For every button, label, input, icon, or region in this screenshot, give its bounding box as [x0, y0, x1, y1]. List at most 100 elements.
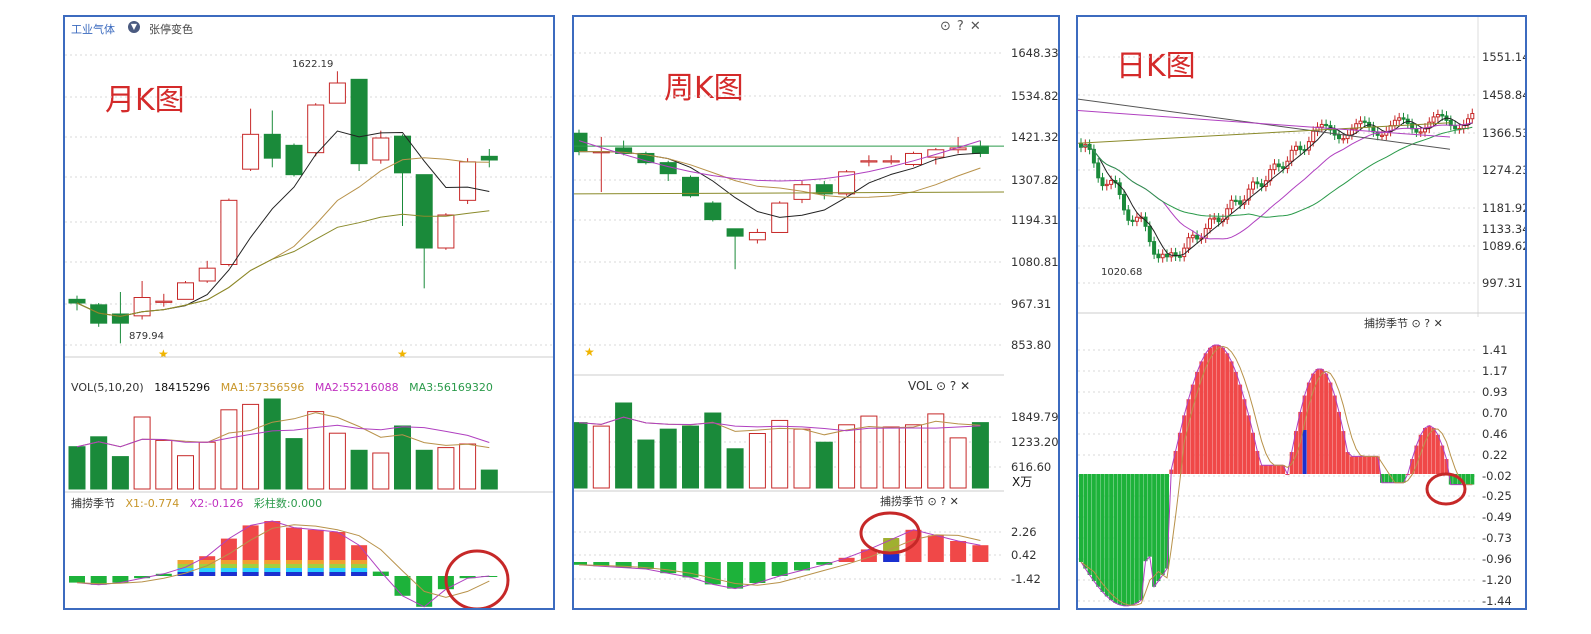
osc-tick: 0.46: [1482, 427, 1508, 441]
candle-down: [1255, 181, 1260, 185]
volume-bar: [793, 428, 811, 489]
vol-tick: 616.60: [1011, 460, 1051, 474]
volume-bar: [771, 419, 789, 489]
settings-icon[interactable]: ⊙: [927, 495, 937, 508]
osc-color-bar: [199, 572, 216, 576]
osc-bar: [1392, 474, 1397, 483]
osc-color-bar: [264, 568, 281, 572]
settings-icon[interactable]: ⊙: [940, 19, 957, 34]
price-tick: 1648.33: [1011, 46, 1059, 60]
osc-color-bar: [307, 572, 324, 576]
candle-down: [971, 145, 989, 154]
price-tick: 1307.82: [1011, 173, 1059, 187]
osc-color-bar: [242, 564, 259, 568]
osc-color-bar: [242, 568, 259, 572]
settings-icon[interactable]: ⊙: [1411, 317, 1421, 330]
vol-value: 18415296: [154, 381, 211, 394]
candle-down: [1337, 134, 1341, 140]
candle-up: [220, 199, 238, 265]
volume-bar: [90, 436, 108, 490]
volume-bar: [659, 428, 677, 489]
help-icon[interactable]: ?: [940, 495, 947, 508]
candle-down: [1117, 182, 1122, 195]
candle-down: [1216, 217, 1221, 223]
osc-bar: [1384, 474, 1389, 483]
candle-up: [242, 133, 260, 170]
osc-bar: [1091, 474, 1096, 582]
volume-bar: [155, 439, 173, 490]
osc-bar: [1268, 465, 1273, 474]
osc-bar: [1220, 347, 1225, 474]
candle-up: [177, 282, 194, 300]
price-tick: 1194.31: [1011, 213, 1059, 227]
candle-up: [1212, 217, 1217, 220]
osc-bar: [459, 576, 476, 579]
candle-up: [1104, 183, 1109, 187]
osc-bar: [593, 562, 610, 567]
osc-tick: -1.20: [1482, 573, 1512, 587]
price-tick: 967.31: [1011, 297, 1051, 311]
close-icon[interactable]: ✕: [969, 19, 987, 34]
osc-bar: [1216, 344, 1221, 474]
osc-color-bar: [242, 560, 259, 564]
settings-icon[interactable]: ⊙: [935, 379, 947, 393]
volume-bar: [748, 433, 766, 489]
candle-down: [1440, 114, 1445, 117]
osc-bar: [1229, 361, 1234, 474]
osc-color-bar: [242, 572, 259, 576]
candle-up: [1397, 117, 1402, 121]
osc-bar: [1104, 474, 1109, 597]
osc-bar: [1332, 395, 1337, 474]
close-icon[interactable]: ✕: [949, 495, 959, 508]
osc-bar: [1311, 373, 1316, 474]
osc-x2: X2:-0.126: [189, 497, 244, 510]
osc-bar: [1087, 474, 1092, 575]
help-icon[interactable]: ?: [1424, 317, 1431, 330]
osc-color-bar: [220, 572, 237, 576]
candle-down: [68, 298, 86, 304]
close-icon[interactable]: ✕: [1433, 317, 1443, 330]
candle-up: [1418, 131, 1423, 134]
candle-down: [1195, 234, 1200, 240]
dropdown-icon[interactable]: ▼: [128, 21, 140, 33]
osc-bar: [1126, 474, 1131, 606]
vol-tick: 1849.79: [1011, 410, 1059, 424]
highlight-circle: [444, 549, 510, 608]
osc-tick: -0.02: [1482, 469, 1512, 483]
osc-tick: 0.22: [1482, 448, 1508, 462]
osc-bar: [1414, 445, 1419, 474]
candle-down: [285, 144, 303, 176]
color-toggle[interactable]: 张停变色: [149, 23, 193, 36]
osc-bar: [574, 562, 587, 565]
osc-label: 捕捞季节: [1364, 317, 1408, 330]
help-icon[interactable]: ?: [949, 379, 957, 393]
volume-bar: [882, 426, 900, 489]
candle-up: [459, 161, 477, 201]
osc-color-bar: [286, 564, 302, 568]
osc-bar: [394, 576, 411, 596]
osc-bar: [1186, 399, 1191, 474]
osc-tick: -0.96: [1482, 552, 1512, 566]
star-icon: ★: [397, 347, 408, 361]
candle-up: [1431, 116, 1436, 123]
osc-bar: [1208, 347, 1212, 474]
candle-up: [1311, 130, 1316, 143]
high-label: 1622.19: [292, 59, 334, 70]
osc-bars: 彩柱数:0.000: [253, 497, 323, 510]
price-tick: 1534.82: [1011, 89, 1059, 103]
price-tick: 1274.23: [1482, 163, 1527, 177]
osc-bar: [972, 545, 989, 562]
close-icon[interactable]: ✕: [960, 379, 971, 393]
help-icon[interactable]: ?: [956, 19, 970, 34]
osc-bar: [1276, 465, 1281, 474]
vol-legend: VOL(5,10,20) 18415296 MA1:57356596 MA2:5…: [71, 381, 493, 394]
volume-bar: [415, 449, 433, 490]
osc-bar: [1319, 368, 1324, 474]
osc-bar: [1109, 474, 1114, 601]
vol-unit: X万: [1012, 475, 1033, 489]
osc-bar: [660, 562, 677, 574]
candle-down: [1281, 166, 1286, 169]
sector-tag[interactable]: 工业气体: [71, 23, 115, 36]
osc-color-bar: [199, 560, 216, 564]
volume-bar: [971, 422, 989, 489]
